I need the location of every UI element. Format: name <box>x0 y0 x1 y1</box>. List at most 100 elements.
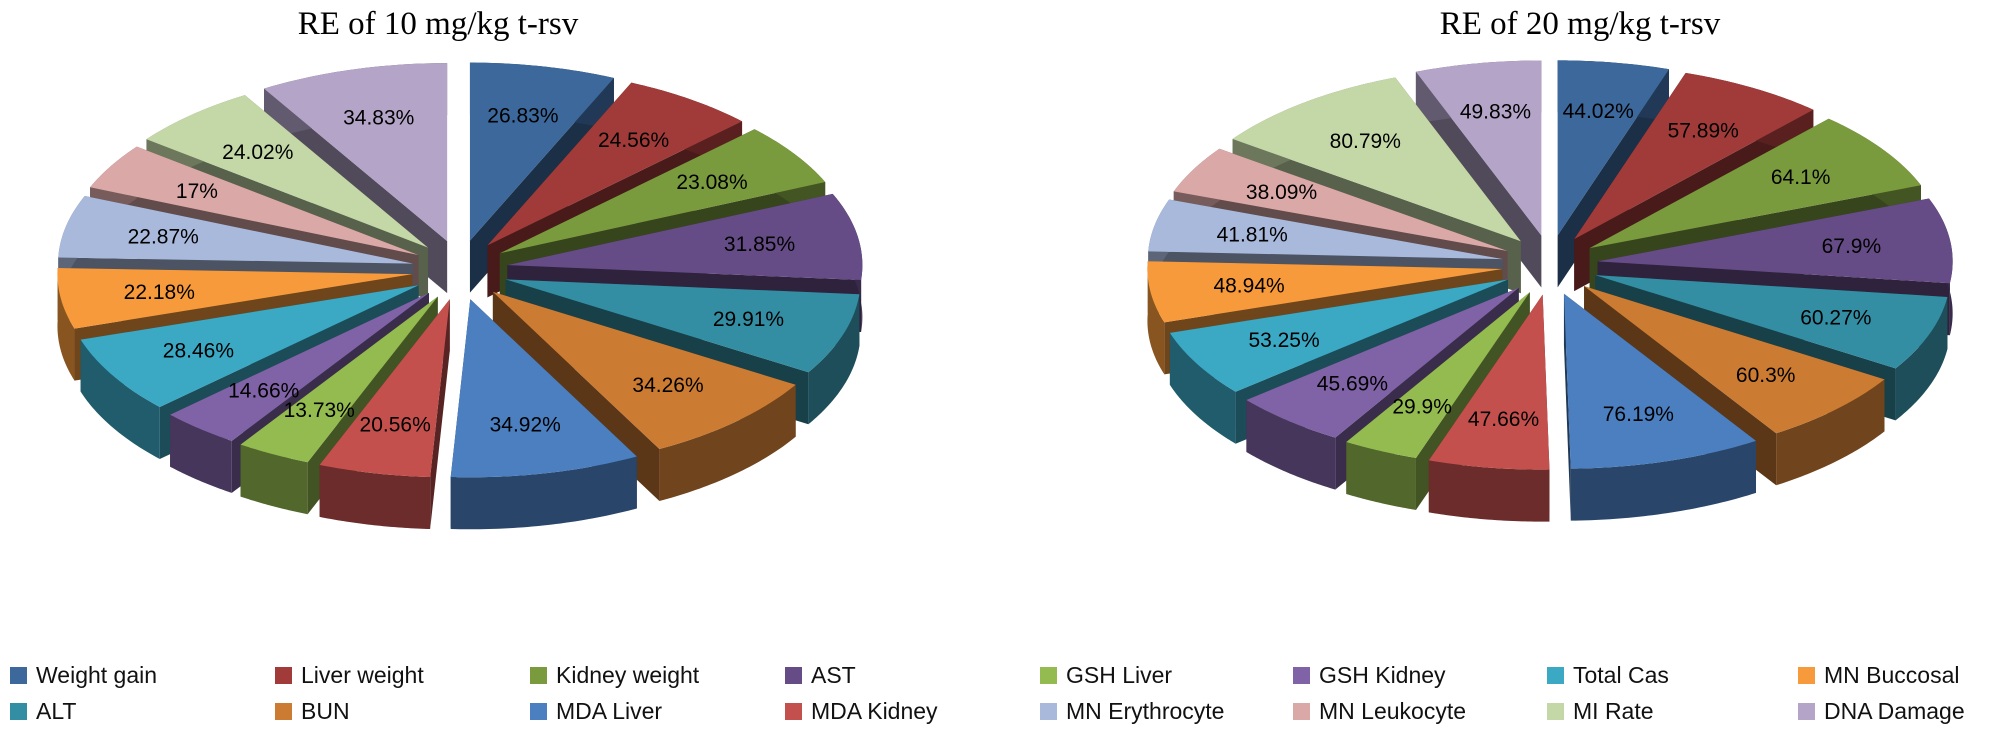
legend-label: AST <box>811 661 856 688</box>
legend-label: Weight gain <box>36 661 158 688</box>
legend-swatch <box>1293 702 1310 720</box>
pie-slice-mda-liver: 34.92% <box>450 299 637 530</box>
slice-value-label: 76.19% <box>1603 403 1674 426</box>
legend-label: MDA Kidney <box>811 697 938 724</box>
legend-swatch <box>275 666 292 684</box>
slice-value-label: 60.3% <box>1736 364 1796 387</box>
legend-swatch <box>1040 666 1057 684</box>
slice-rim <box>450 456 637 530</box>
legend-label: GSH Kidney <box>1319 661 1446 688</box>
slice-top <box>80 285 419 408</box>
slice-value-label: 24.56% <box>598 129 669 152</box>
slice-rim <box>319 464 431 530</box>
legend-swatch <box>785 702 802 720</box>
legend: Weight gain Liver weight Kidney weight A… <box>10 660 2000 732</box>
slice-rim <box>170 414 232 493</box>
slice-top <box>1148 199 1503 260</box>
slice-top <box>1428 294 1550 470</box>
slice-top <box>1415 60 1542 236</box>
legend-swatch <box>10 702 27 720</box>
legend-swatch <box>10 666 27 684</box>
legend-item-bun: BUN <box>275 696 350 726</box>
slice-top <box>1574 72 1814 240</box>
legend-swatch <box>1798 666 1815 684</box>
slice-top <box>319 299 450 478</box>
slice-top <box>90 146 419 256</box>
slice-top <box>1346 292 1530 458</box>
slice-value-label: 34.83% <box>343 107 414 130</box>
legend-swatch <box>1547 702 1564 720</box>
slice-wall <box>1563 293 1571 521</box>
slice-rim <box>1147 261 1165 375</box>
slice-top <box>1595 275 1948 369</box>
slice-value-label: 17% <box>176 180 218 203</box>
slice-top <box>1597 198 1953 284</box>
slice-value-label: 45.69% <box>1317 372 1388 395</box>
slice-rim <box>57 268 75 381</box>
slice-value-label: 20.56% <box>360 414 431 437</box>
legend-label: MN Leukocyte <box>1319 697 1467 724</box>
legend-item-kidney-weight: Kidney weight <box>530 660 699 690</box>
slice-value-label: 49.83% <box>1460 101 1531 124</box>
slice-value-label: 22.18% <box>124 281 195 304</box>
legend-label: Kidney weight <box>556 661 700 688</box>
pie-slice-mda-kidney: 20.56% <box>319 299 450 530</box>
slice-value-label: 57.89% <box>1668 119 1739 142</box>
slice-value-label: 44.02% <box>1563 100 1634 123</box>
legend-item-weight-gain: Weight gain <box>10 660 157 690</box>
slice-rim <box>659 384 796 502</box>
legend-item-mn-buccosal: MN Buccosal <box>1798 660 1959 690</box>
slice-top <box>505 279 860 373</box>
slice-top <box>1173 148 1508 251</box>
slice-top <box>1169 279 1508 392</box>
slice-value-label: 34.92% <box>490 413 561 436</box>
legend-label: BUN <box>301 697 350 724</box>
slice-value-label: 67.9% <box>1822 235 1882 258</box>
legend-swatch <box>530 666 547 684</box>
legend-label: DNA Damage <box>1824 697 1965 724</box>
legend-item-liver-weight: Liver weight <box>275 660 424 690</box>
slice-top <box>469 62 614 241</box>
slice-value-label: 22.87% <box>128 226 199 249</box>
legend-swatch <box>275 702 292 720</box>
legend-swatch <box>530 702 547 720</box>
slice-value-label: 23.08% <box>676 171 747 194</box>
legend-item-ast: AST <box>785 660 856 690</box>
legend-item-alt: ALT <box>10 696 76 726</box>
slice-rim <box>1246 400 1336 490</box>
slice-top <box>1246 287 1519 438</box>
legend-item-total-cas: Total Cas <box>1547 660 1669 690</box>
legend-label: MN Buccosal <box>1824 661 1960 688</box>
slice-top <box>1584 286 1885 434</box>
slice-top <box>1563 293 1757 469</box>
slice-top <box>57 268 413 329</box>
legend-item-gsh-kidney: GSH Kidney <box>1293 660 1446 690</box>
slice-value-label: 48.94% <box>1213 275 1284 298</box>
legend-item-mda-kidney: MDA Kidney <box>785 696 938 726</box>
legend-item-mda-liver: MDA Liver <box>530 696 662 726</box>
legend-item-mn-leukocyte: MN Leukocyte <box>1293 696 1466 726</box>
slice-top <box>492 291 796 450</box>
slice-value-label: 13.73% <box>284 399 355 422</box>
legend-label: MDA Liver <box>556 697 663 724</box>
slice-value-label: 28.46% <box>163 339 234 362</box>
legend-label: MI Rate <box>1573 697 1654 724</box>
slice-value-label: 31.85% <box>724 233 795 256</box>
legend-item-mn-erythrocyte: MN Erythrocyte <box>1040 696 1224 726</box>
legend-item-gsh-liver: GSH Liver <box>1040 660 1172 690</box>
legend-label: Total Cas <box>1573 661 1669 688</box>
chart-title-right: RE of 20 mg/kg t-rsv <box>1440 6 1721 42</box>
legend-item-mi-rate: MI Rate <box>1547 696 1654 726</box>
slice-value-label: 29.91% <box>713 308 784 331</box>
slice-rim <box>1776 379 1885 486</box>
slice-top <box>264 63 448 242</box>
slice-rim <box>1169 332 1236 444</box>
legend-label: MN Erythrocyte <box>1066 697 1225 724</box>
slice-value-label: 47.66% <box>1468 408 1539 431</box>
slice-value-label: 26.83% <box>487 104 558 127</box>
slice-value-label: 34.26% <box>632 374 703 397</box>
slice-top <box>1589 118 1921 249</box>
slice-rim <box>1346 442 1416 510</box>
slice-rim <box>1895 296 1948 421</box>
